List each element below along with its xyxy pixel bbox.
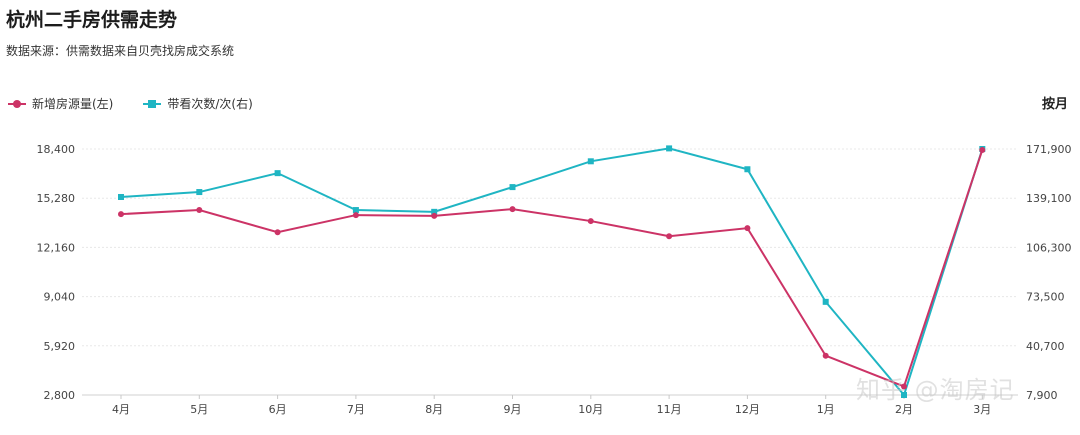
data-point-viewings: [666, 145, 673, 152]
data-point-viewings: [196, 189, 203, 196]
y-left-tick-label: 12,160: [37, 241, 76, 254]
x-tick-label: 4月: [112, 403, 130, 416]
data-point-viewings: [352, 207, 359, 214]
circle-marker-icon: [8, 99, 26, 109]
data-point-supply: [431, 212, 438, 219]
x-tick-label: 11月: [657, 403, 682, 416]
series-line-viewings: [120, 147, 984, 398]
y-left-tick-label: 15,280: [37, 192, 76, 205]
square-marker-icon: [143, 99, 162, 109]
y-right-tick-label: 7,900: [1026, 389, 1058, 402]
x-tick-label: 12月: [735, 403, 760, 416]
x-tick-label: 2月: [895, 403, 913, 416]
data-point-supply: [979, 146, 986, 153]
legend-label-viewings: 带看次数/次(右): [167, 97, 253, 111]
period-label: 按月: [1041, 97, 1068, 112]
y-left-tick-label: 18,400: [37, 143, 76, 156]
legend-item-viewings[interactable]: 带看次数/次(右): [143, 95, 253, 112]
data-point-supply: [274, 229, 281, 236]
data-point-supply: [118, 211, 124, 218]
data-point-viewings: [822, 298, 829, 305]
data-point-supply: [587, 218, 594, 225]
x-tick-label: 5月: [190, 403, 208, 416]
x-tick-label: 1月: [817, 403, 835, 416]
y-right-tick-label: 106,300: [1026, 241, 1072, 254]
chart-subtitle: 数据来源：供需数据来自贝壳找房成交系统: [6, 44, 235, 58]
y-right-tick-label: 40,700: [1026, 340, 1065, 353]
y-left-tick-label: 9,040: [44, 291, 76, 304]
data-point-viewings: [431, 208, 438, 215]
data-point-supply: [666, 233, 673, 240]
data-point-viewings: [509, 184, 516, 191]
x-tick-label: 8月: [425, 403, 443, 416]
y-right-tick-label: 171,900: [1026, 143, 1072, 156]
legend: 新增房源量(左) 带看次数/次(右): [8, 95, 283, 112]
y-left-tick-label: 5,920: [44, 340, 76, 353]
x-tick-label: 7月: [347, 403, 365, 416]
data-point-supply: [509, 206, 516, 213]
x-tick-label: 9月: [504, 403, 522, 416]
x-tick-label: 10月: [578, 403, 603, 416]
series-line-supply: [120, 149, 984, 388]
data-point-supply: [744, 225, 751, 232]
watermark: 知乎 @淘房记: [856, 376, 1015, 404]
data-point-supply: [196, 207, 203, 214]
data-point-viewings: [901, 392, 907, 398]
data-point-viewings: [118, 194, 124, 200]
legend-label-supply: 新增房源量(左): [32, 97, 114, 111]
data-point-viewings: [587, 158, 594, 165]
data-point-supply: [822, 352, 829, 359]
y-right-tick-label: 139,100: [1026, 192, 1072, 205]
x-tick-label: 6月: [269, 403, 287, 416]
legend-item-supply[interactable]: 新增房源量(左): [8, 95, 113, 112]
chart-title: 杭州二手房供需走势: [6, 9, 178, 31]
y-left-tick-label: 2,800: [44, 389, 76, 402]
data-point-supply: [352, 212, 359, 219]
data-point-supply: [901, 383, 907, 390]
data-point-viewings: [744, 166, 751, 173]
data-point-viewings: [274, 170, 281, 177]
y-right-tick-label: 73,500: [1026, 291, 1065, 304]
x-tick-label: 3月: [973, 403, 991, 416]
